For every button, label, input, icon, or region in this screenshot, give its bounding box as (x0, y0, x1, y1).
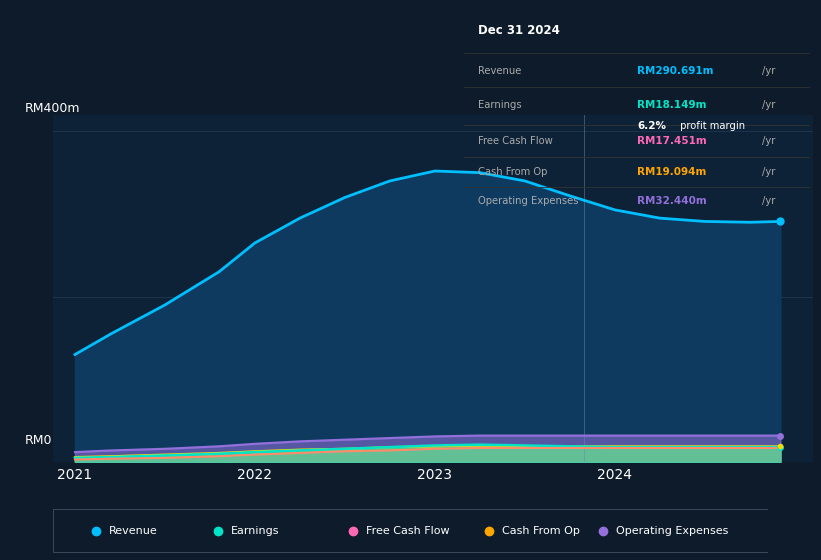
Text: /yr: /yr (762, 100, 775, 110)
Text: RM0: RM0 (25, 434, 52, 447)
Text: Cash From Op: Cash From Op (502, 526, 580, 535)
Text: /yr: /yr (762, 167, 775, 177)
Text: Dec 31 2024: Dec 31 2024 (478, 24, 560, 37)
Text: 6.2%: 6.2% (637, 121, 666, 131)
Text: /yr: /yr (762, 67, 775, 77)
Text: /yr: /yr (762, 136, 775, 146)
Text: Cash From Op: Cash From Op (478, 167, 547, 177)
Text: RM400m: RM400m (25, 102, 80, 115)
Text: RM32.440m: RM32.440m (637, 195, 707, 206)
Text: Revenue: Revenue (109, 526, 158, 535)
FancyBboxPatch shape (53, 509, 768, 552)
Text: Revenue: Revenue (478, 67, 521, 77)
Text: /yr: /yr (762, 195, 775, 206)
Text: Free Cash Flow: Free Cash Flow (478, 136, 553, 146)
Text: RM290.691m: RM290.691m (637, 67, 713, 77)
Text: Operating Expenses: Operating Expenses (617, 526, 728, 535)
Text: Earnings: Earnings (231, 526, 279, 535)
Text: Operating Expenses: Operating Expenses (478, 195, 578, 206)
Text: RM17.451m: RM17.451m (637, 136, 707, 146)
Text: Free Cash Flow: Free Cash Flow (366, 526, 450, 535)
Text: profit margin: profit margin (677, 121, 745, 131)
Text: RM19.094m: RM19.094m (637, 167, 707, 177)
Text: Earnings: Earnings (478, 100, 521, 110)
Text: RM18.149m: RM18.149m (637, 100, 707, 110)
